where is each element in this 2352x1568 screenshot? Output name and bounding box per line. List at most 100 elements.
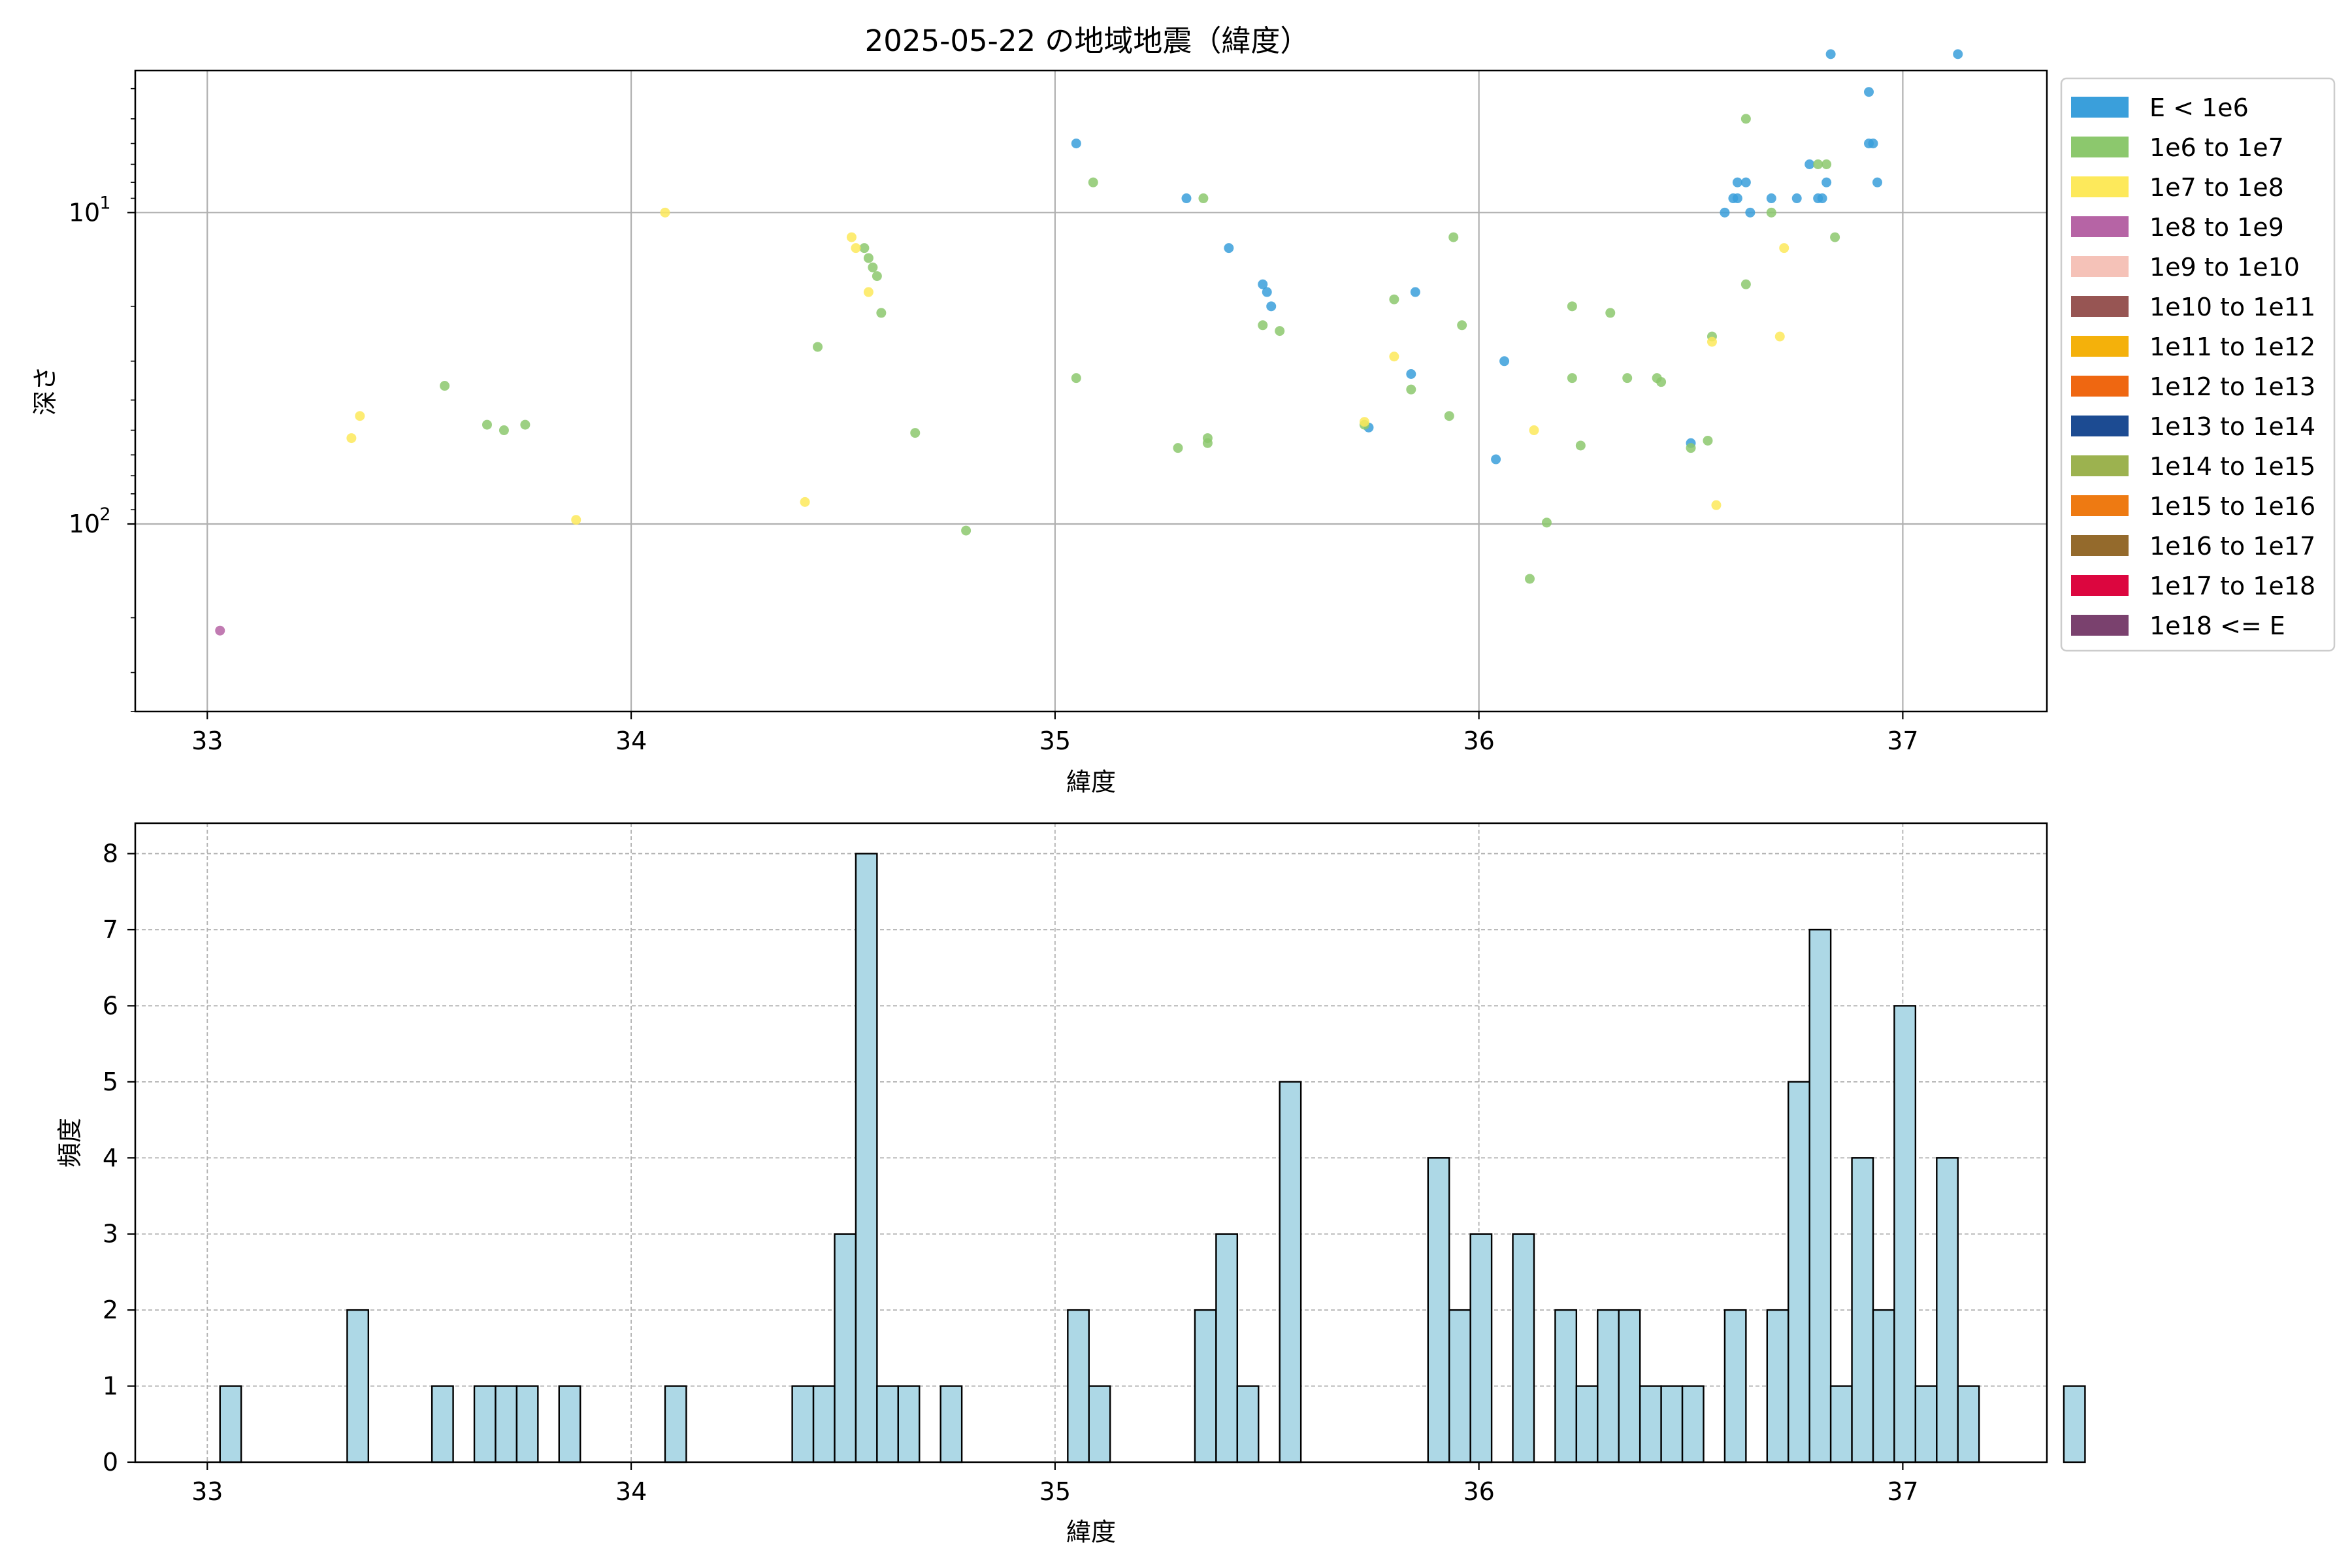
histogram-bar [1893, 1005, 1917, 1463]
scatter-point [1732, 177, 1742, 188]
histogram-bar [1597, 1309, 1620, 1463]
scatter-y-tick-exponent: 2 [99, 504, 110, 525]
scatter-point [355, 411, 365, 421]
legend-swatch [2071, 376, 2129, 397]
histogram-y-tick-label: 4 [103, 1143, 118, 1172]
histogram-bar [346, 1309, 370, 1463]
histogram-gridlines [135, 823, 2047, 1463]
scatter-point [1953, 49, 1963, 59]
legend-label: 1e18 <= E [2149, 612, 2285, 640]
scatter-point [1181, 193, 1192, 204]
scatter-point [1444, 411, 1454, 421]
scatter-point [1266, 301, 1277, 312]
histogram-x-tick-label: 36 [1463, 1477, 1494, 1506]
legend-swatch [2071, 575, 2129, 596]
scatter-point [1813, 159, 1823, 169]
legend-swatch [2071, 137, 2129, 157]
scatter-point [215, 625, 225, 636]
scatter-point [1872, 177, 1882, 188]
legend-swatch [2071, 296, 2129, 317]
legend-label: 1e12 to 1e13 [2149, 372, 2315, 401]
scatter-point [1406, 368, 1416, 379]
legend-swatch [2071, 97, 2129, 118]
legend-swatch [2071, 216, 2129, 237]
scatter-point [1825, 49, 1836, 59]
scatter-point [859, 243, 870, 253]
histogram-x-tick-label: 37 [1887, 1477, 1918, 1506]
histogram-bar [1279, 1081, 1302, 1463]
legend-swatch [2071, 336, 2129, 357]
histogram-bar [1554, 1309, 1578, 1463]
scatter-point [1864, 87, 1874, 97]
legend-label: 1e14 to 1e15 [2149, 452, 2315, 481]
histogram-y-tick-label: 2 [103, 1296, 118, 1324]
legend-swatch [2071, 256, 2129, 277]
histogram-bar [558, 1385, 581, 1463]
scatter-x-axis-label: 緯度 [1066, 768, 1116, 796]
histogram-bar [1448, 1309, 1471, 1463]
histogram-bar [1681, 1385, 1705, 1463]
scatter-point [1791, 193, 1802, 204]
scatter-point [571, 515, 581, 525]
histogram-bar [897, 1385, 921, 1463]
scatter-point [1779, 243, 1789, 253]
scatter-point [1173, 443, 1183, 453]
scatter-point [1448, 232, 1459, 242]
scatter-point [813, 342, 823, 352]
scatter-point [1740, 177, 1751, 188]
scatter-point [1830, 232, 1840, 242]
legend-label: 1e6 to 1e7 [2149, 133, 2284, 162]
scatter-point [872, 271, 882, 282]
scatter-point [910, 428, 921, 438]
legend-swatch [2071, 416, 2129, 436]
scatter-point [1817, 193, 1827, 204]
scatter-point [1389, 351, 1399, 362]
histogram-y-tick-label: 8 [103, 840, 118, 868]
scatter-point [868, 262, 878, 272]
histogram-bar [1914, 1385, 1938, 1463]
scatter-gridlines [135, 71, 2047, 711]
scatter-x-ticks: 33 34 35 36 37 [191, 711, 1919, 755]
histogram-bar [1808, 928, 1832, 1463]
legend-swatch [2071, 615, 2129, 636]
scatter-point [440, 381, 450, 391]
histogram-bar [1427, 1157, 1450, 1463]
histogram-bar [1236, 1385, 1260, 1463]
histogram-plot-frame [134, 822, 2048, 1463]
histogram-y-tick-label: 5 [103, 1068, 118, 1096]
scatter-point [1711, 500, 1722, 510]
scatter-y-tick-exponent: 1 [99, 193, 110, 213]
histogram-bar [515, 1385, 539, 1463]
scatter-point [1410, 287, 1420, 297]
histogram-bar [1575, 1385, 1599, 1463]
histogram-bar [1660, 1385, 1684, 1463]
histogram-bar [939, 1385, 963, 1463]
scatter-point [1499, 356, 1510, 367]
scatter-point [1457, 320, 1467, 331]
scatter-point [961, 525, 972, 536]
scatter-x-tick-label: 37 [1887, 727, 1918, 755]
histogram-bar [1618, 1309, 1641, 1463]
scatter-point [1805, 159, 1815, 169]
histogram-bar [1766, 1309, 1789, 1463]
legend-label: 1e7 to 1e8 [2149, 173, 2284, 202]
histogram-bar [1723, 1309, 1747, 1463]
histogram-bar [219, 1385, 242, 1463]
histogram-bar [664, 1385, 687, 1463]
histogram-bar [2063, 1385, 2086, 1463]
histogram-bar [834, 1233, 857, 1463]
scatter-point [1605, 308, 1616, 318]
histogram-bar [1851, 1157, 1874, 1463]
scatter-x-tick-label: 34 [615, 727, 647, 755]
legend: E < 1e6 1e6 to 1e7 1e7 to 1e8 1e8 to 1e9 1e9… [2060, 77, 2336, 652]
scatter-point [660, 207, 670, 218]
scatter-x-tick-label: 33 [191, 727, 223, 755]
scatter-point [1766, 207, 1776, 218]
histogram-y-tick-label: 0 [103, 1448, 118, 1477]
histogram-x-tick-label: 35 [1039, 1477, 1071, 1506]
scatter-point [863, 253, 874, 263]
scatter-x-tick-label: 36 [1463, 727, 1494, 755]
